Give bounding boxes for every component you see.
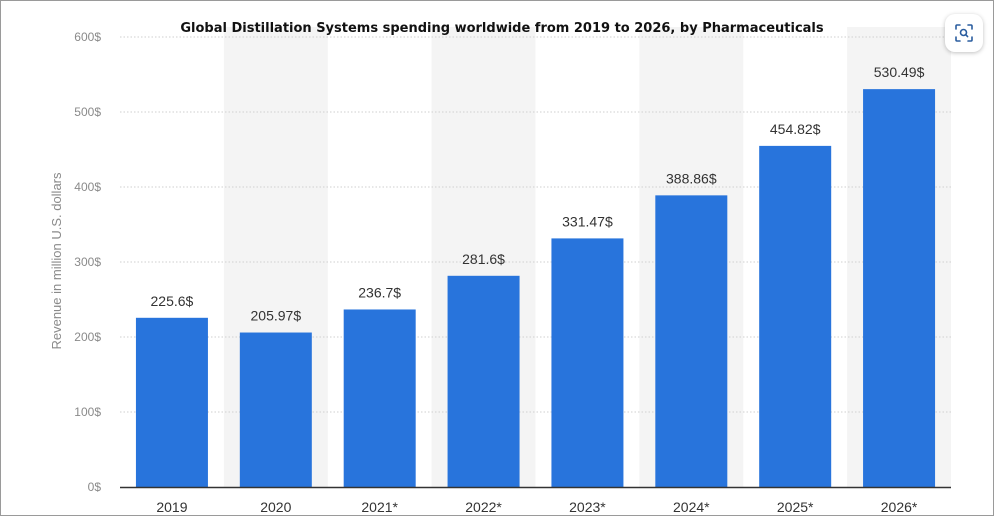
- y-tick-label: 100$: [74, 405, 101, 419]
- zoom-icon: [955, 24, 973, 42]
- data-label: 388.86$: [666, 170, 717, 186]
- bar: [551, 238, 624, 487]
- bar: [239, 332, 312, 487]
- x-tick-label: 2023*: [569, 499, 606, 515]
- y-axis-label: Revenue in million U.S. dollars: [49, 172, 64, 350]
- bar: [863, 89, 936, 487]
- x-tick-label: 2022*: [465, 499, 502, 515]
- bar: [655, 195, 728, 488]
- x-tick-label: 2024*: [673, 499, 710, 515]
- data-label: 530.49$: [874, 64, 925, 80]
- y-tick-label: 0$: [88, 480, 102, 494]
- bar: [135, 317, 208, 487]
- x-tick-labels: 2019 2020 2021* 2022* 2023* 2024* 2025* 2026*: [156, 499, 918, 515]
- x-tick-label: 2020: [260, 499, 291, 515]
- data-label: 331.47$: [562, 213, 613, 229]
- data-label: 281.6$: [462, 251, 505, 267]
- y-tick-label: 600$: [74, 30, 101, 44]
- bar: [447, 275, 520, 487]
- bars: [135, 89, 936, 488]
- data-label: 236.7$: [358, 284, 401, 300]
- data-label: 205.97$: [251, 308, 302, 324]
- y-tick-label: 500$: [74, 105, 101, 119]
- chart-title: Global Distillation Systems spending wor…: [180, 21, 824, 36]
- data-labels: 225.6$ 205.97$ 236.7$ 281.6$ 331.47$ 388.86$ 4…: [151, 64, 925, 323]
- y-tick-label: 400$: [74, 180, 101, 194]
- bar: [343, 309, 416, 487]
- zoom-button[interactable]: [945, 14, 983, 52]
- x-tick-label: 2025*: [777, 499, 814, 515]
- y-tick-label: 200$: [74, 330, 101, 344]
- bar: [759, 145, 832, 487]
- y-tick-label: 300$: [74, 255, 101, 269]
- x-tick-label: 2019: [156, 499, 187, 515]
- x-tick-label: 2026*: [881, 499, 918, 515]
- x-tick-label: 2021*: [361, 499, 398, 515]
- data-label: 225.6$: [151, 293, 194, 309]
- data-label: 454.82$: [770, 121, 821, 137]
- y-tick-labels: 0$ 100$ 200$ 300$ 400$ 500$ 600$: [74, 30, 101, 494]
